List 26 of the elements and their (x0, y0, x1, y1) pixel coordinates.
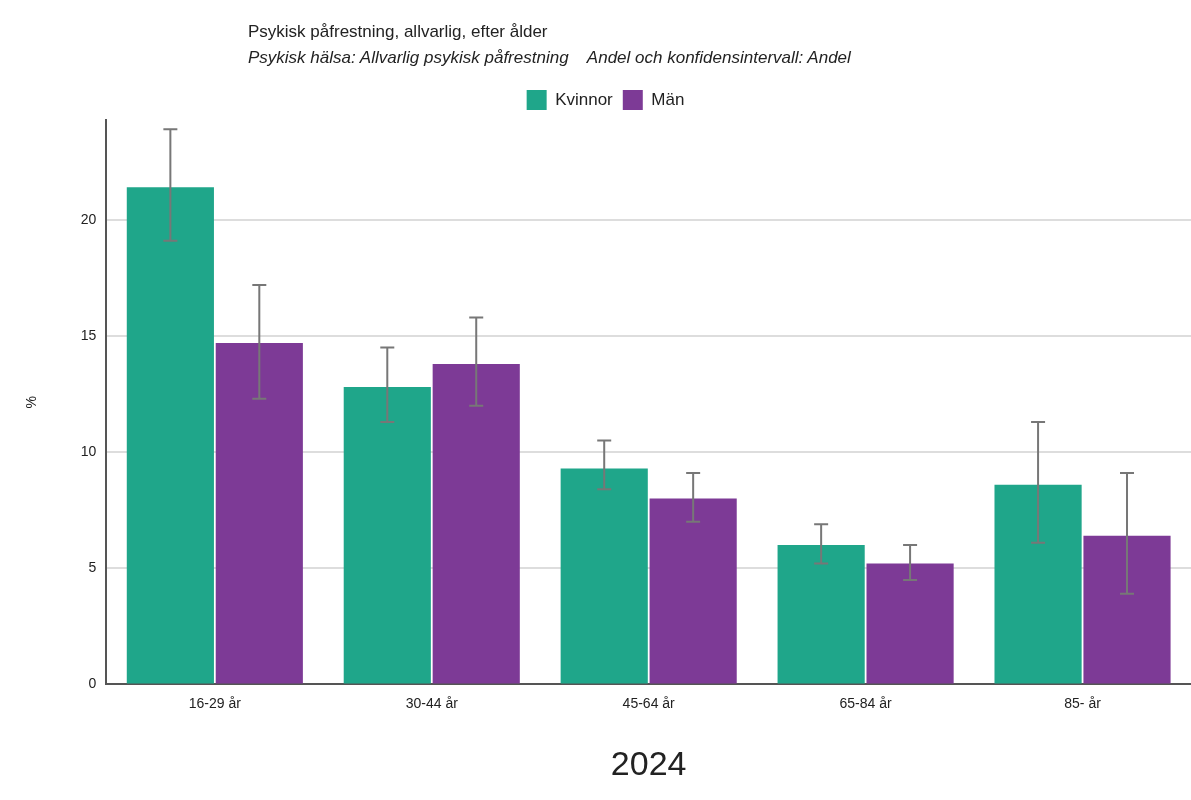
chart-title: Psykisk påfrestning, allvarlig, efter ålder (248, 22, 548, 42)
x-tick-label: 45-64 år (622, 694, 676, 711)
bar (126, 187, 214, 684)
bar (649, 498, 737, 684)
bar (560, 468, 648, 684)
x-tick-label: 65-84 år (839, 694, 893, 711)
bar (343, 387, 431, 684)
y-tick-label: 20 (80, 210, 97, 227)
bar (994, 484, 1082, 684)
x-tick-label: 16-29 år (188, 694, 242, 711)
bar (1083, 535, 1171, 684)
legend-label: Kvinnor (555, 89, 614, 109)
x-tick-label: 85- år (1064, 694, 1102, 711)
y-axis-title: % (23, 395, 40, 409)
y-tick-label: 5 (88, 559, 97, 576)
legend-label: Män (651, 89, 685, 109)
bar (215, 342, 303, 684)
x-tick-label: 30-44 år (405, 694, 459, 711)
chart-subtitle: Psykisk hälsa: Allvarlig psykisk påfrestning Andel och konfidensintervall: Andel (248, 48, 851, 68)
x-axis-title: 2024 (610, 743, 687, 782)
bar (432, 363, 520, 684)
y-tick-label: 10 (80, 443, 97, 459)
y-tick-label: 0 (88, 675, 97, 692)
bar (866, 563, 954, 684)
y-tick-label: 15 (80, 326, 97, 343)
bar (777, 545, 865, 684)
